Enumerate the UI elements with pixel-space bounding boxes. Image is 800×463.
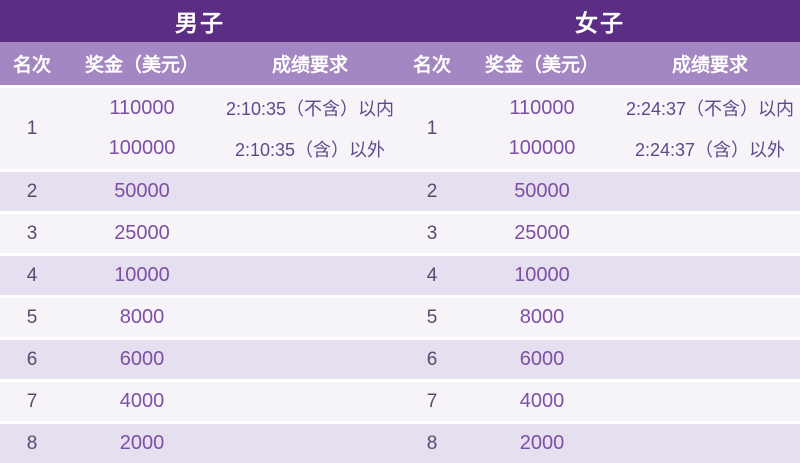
table-row: 2 50000	[0, 169, 400, 211]
prize-cell: 2000	[119, 432, 165, 454]
rank-cell: 1	[426, 117, 438, 139]
table-row: 1 110000 2:24:37（不含）以内 100000 2:24:37（含）…	[400, 85, 800, 169]
table-row: 1 110000 2:10:35（不含）以内 100000 2:10:35（含）…	[0, 85, 400, 169]
women-column-header-rank: 名次	[412, 55, 451, 76]
requirement-cell: 2:24:37（含）以外	[634, 139, 786, 160]
prize-cell: 110000	[109, 96, 175, 119]
men-column-header-prize: 奖金（美元）	[84, 55, 199, 76]
rank-cell: 7	[426, 390, 438, 412]
rank-cell: 4	[426, 264, 438, 286]
men-column-header-row: 名次 奖金（美元） 成绩要求	[0, 42, 400, 85]
table-row: 5 8000	[0, 295, 400, 337]
prize-cell: 50000	[114, 180, 170, 202]
rank-cell: 3	[426, 222, 438, 244]
prize-cell: 4000	[119, 390, 165, 412]
table-row: 7 4000	[0, 379, 400, 421]
table-row: 6 6000	[0, 337, 400, 379]
rank-cell: 4	[26, 264, 38, 286]
rank-cell: 7	[26, 390, 38, 412]
prize-cell: 100000	[508, 137, 576, 160]
prize-cell: 110000	[509, 96, 575, 119]
prize-cell: 100000	[108, 137, 176, 160]
table-row: 4 10000	[0, 253, 400, 295]
table-row: 8 2000	[400, 421, 800, 463]
men-group-header: 男子	[0, 0, 400, 42]
rank1-subrow: 100000 2:24:37（含）以外	[464, 129, 800, 170]
rank-cell: 2	[426, 180, 438, 202]
women-column-header-requirement: 成绩要求	[671, 55, 748, 76]
rank1-subrow: 110000 2:10:35（不含）以内	[64, 88, 400, 129]
rank-cell: 6	[26, 348, 38, 370]
prize-cell: 10000	[114, 264, 170, 286]
prize-cell: 50000	[514, 180, 570, 202]
table-row: 5 8000	[400, 295, 800, 337]
prize-cell: 6000	[119, 348, 165, 370]
prize-cell: 10000	[514, 264, 570, 286]
rank-cell: 5	[426, 306, 438, 328]
table-row: 2 50000	[400, 169, 800, 211]
rank1-sublines: 110000 2:24:37（不含）以内 100000 2:24:37（含）以外	[464, 88, 800, 169]
rank1-subrow: 110000 2:24:37（不含）以内	[464, 88, 800, 129]
men-column-header-requirement: 成绩要求	[271, 55, 348, 76]
men-column-header-rank: 名次	[12, 55, 51, 76]
table-row: 7 4000	[400, 379, 800, 421]
requirement-cell: 2:10:35（含）以外	[234, 139, 386, 160]
prize-cell: 8000	[119, 306, 165, 328]
men-table: 男子 名次 奖金（美元） 成绩要求 1 110000 2:10:35（不含）以内…	[0, 0, 400, 463]
rank-cell: 3	[26, 222, 38, 244]
rank-cell: 8	[26, 432, 38, 454]
table-row: 3 25000	[0, 211, 400, 253]
rank-cell: 6	[426, 348, 438, 370]
women-column-header-row: 名次 奖金（美元） 成绩要求	[400, 42, 800, 85]
prize-cell: 8000	[519, 306, 565, 328]
prize-cell: 2000	[519, 432, 565, 454]
rank-cell: 8	[426, 432, 438, 454]
rank-cell: 1	[26, 117, 38, 139]
table-row: 6 6000	[400, 337, 800, 379]
women-table: 女子 名次 奖金（美元） 成绩要求 1 110000 2:24:37（不含）以内…	[400, 0, 800, 463]
table-row: 4 10000	[400, 253, 800, 295]
prize-cell: 25000	[514, 222, 570, 244]
women-column-header-prize: 奖金（美元）	[484, 55, 599, 76]
women-group-header: 女子	[400, 0, 800, 42]
prize-cell: 6000	[519, 348, 565, 370]
prize-cell: 4000	[519, 390, 565, 412]
table-row: 8 2000	[0, 421, 400, 463]
rank1-sublines: 110000 2:10:35（不含）以内 100000 2:10:35（含）以外	[64, 88, 400, 169]
table-row: 3 25000	[400, 211, 800, 253]
requirement-cell: 2:10:35（不含）以内	[225, 99, 395, 120]
requirement-cell: 2:24:37（不含）以内	[625, 99, 795, 120]
prize-cell: 25000	[114, 222, 170, 244]
rank1-subrow: 100000 2:10:35（含）以外	[64, 129, 400, 170]
rank-cell: 2	[26, 180, 38, 202]
rank-cell: 5	[26, 306, 38, 328]
